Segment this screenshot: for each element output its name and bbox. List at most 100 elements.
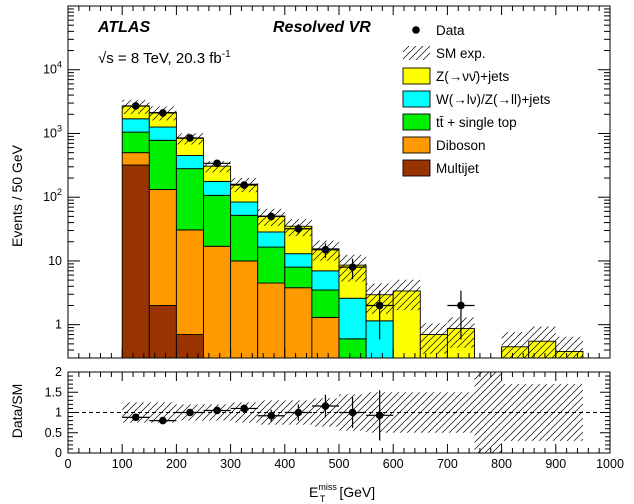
- legend-marker-data: [412, 26, 420, 34]
- bar-2-3: [203, 194, 232, 247]
- bar-0-0: [121, 164, 150, 359]
- y-tick-label-0: 1: [55, 318, 62, 332]
- x-axis-subscript: T: [320, 494, 326, 504]
- data-point-0: [131, 102, 140, 110]
- bar-3-3: [203, 180, 232, 196]
- y-tick-base-4: 10: [43, 63, 57, 77]
- ratio-y-axis-label: Data/SM: [9, 384, 25, 438]
- bar-0-1: [148, 305, 177, 359]
- experiment-label: ATLAS: [97, 19, 150, 36]
- legend-marker-swatch: [402, 67, 431, 85]
- legend-label-3: W(→lν)/Z(→ll)+jets: [436, 92, 551, 107]
- uncertainty-10: [393, 279, 421, 311]
- legend-item-3: W(→lν)/Z(→ll)+jets: [402, 90, 551, 108]
- legend-marker-swatch: [402, 136, 431, 154]
- ratio-point-9: [375, 411, 384, 420]
- legend-label-0: Data: [436, 23, 465, 38]
- ratio-point-7: [321, 402, 330, 410]
- uncertainty-11: [420, 323, 448, 354]
- legend-label-6: Multijet: [436, 161, 479, 176]
- x-tick-label-8: 800: [491, 457, 512, 471]
- x-tick-label-6: 600: [383, 457, 404, 471]
- ratio-point-1: [159, 416, 167, 425]
- data-series: [122, 102, 475, 340]
- legend-label-4: tt̄ + single top: [436, 115, 517, 130]
- ratio-point-3: [213, 406, 221, 415]
- y-tick-base-0: 1: [55, 318, 62, 332]
- ratio-point-5: [267, 411, 276, 420]
- data-point-3: [213, 159, 221, 168]
- x-tick-label-0: 0: [65, 457, 72, 471]
- x-axis-label: Emiss T [GeV]: [309, 482, 375, 504]
- bar-3-8: [338, 297, 367, 340]
- y-tick-exp-2: 2: [57, 187, 62, 197]
- y-tick-base-1: 10: [48, 254, 62, 268]
- bar-2-6: [284, 266, 313, 289]
- x-tick-label-2: 200: [166, 457, 187, 471]
- bar-1-4: [230, 260, 259, 359]
- legend-marker-swatch: [402, 90, 431, 108]
- legend-item-6: Multijet: [402, 159, 479, 177]
- y-tick-exp-4: 4: [57, 60, 62, 70]
- ratio-plot-panel: 0 100 200 300 400 500 600 700 800 900 1000 0 0.5 1 1.5…: [45, 365, 624, 471]
- y-tick-label-4: 104: [43, 60, 62, 77]
- x-tick-label-10: 1000: [596, 457, 624, 471]
- x-tick-label-5: 500: [329, 457, 350, 471]
- data-point-4: [240, 181, 248, 189]
- bar-3-7: [311, 270, 340, 291]
- x-tick-label-3: 300: [220, 457, 241, 471]
- legend-marker-swatch: [402, 159, 431, 177]
- ratio-y-tick-label-2: 1: [55, 406, 62, 420]
- legend-item-2: Z(→νν̄)+jets: [402, 67, 509, 85]
- data-point-6: [294, 224, 303, 233]
- bar-1-2: [175, 229, 204, 335]
- bar-1-3: [203, 245, 232, 359]
- energy-lumi-label: √s = 8 TeV, 20.3 fb-1: [98, 49, 231, 67]
- y-tick-label-2: 102: [43, 187, 62, 204]
- uncertainty-16: [555, 336, 583, 358]
- bar-0-2: [175, 334, 204, 359]
- ratio-point-4: [240, 404, 248, 413]
- data-point-10: [457, 301, 465, 310]
- bar-2-4: [230, 214, 259, 262]
- ratio-point-6: [294, 408, 303, 417]
- y-axis-label: Events / 50 GeV: [9, 144, 25, 247]
- bar-3-0: [121, 118, 150, 133]
- bar-3-5: [257, 231, 286, 248]
- bar-2-2: [175, 168, 204, 231]
- x-tick-label-7: 700: [437, 457, 458, 471]
- data-point-7: [321, 245, 330, 254]
- x-axis-superscript: miss: [318, 482, 337, 492]
- ratio-y-tick-label-3: 1.5: [45, 385, 62, 399]
- bar-2-5: [257, 246, 286, 284]
- ratio-point-8: [348, 408, 357, 417]
- legend-label-1: SM exp.: [436, 46, 486, 61]
- bar-2-0: [121, 131, 150, 154]
- bar-3-2: [175, 155, 204, 170]
- legend-marker-swatch: [402, 113, 431, 131]
- data-point-8: [348, 263, 357, 271]
- bar-1-0: [121, 152, 150, 166]
- ratio-y-tick-label-4: 2: [55, 365, 62, 379]
- ratio-y-axis-ticks: 0 0.5 1 1.5 2: [45, 365, 62, 460]
- x-tick-label-9: 900: [545, 457, 566, 471]
- legend-item-5: Diboson: [402, 136, 486, 154]
- ratio-y-tick-label-0: 0: [55, 446, 62, 460]
- x-axis-ticks: 0 100 200 300 400 500 600 700 800 900 1000: [65, 457, 624, 471]
- uncertainty-15: [528, 326, 556, 358]
- y-tick-label-1: 10: [48, 254, 62, 268]
- bar-3-4: [230, 201, 259, 216]
- lumi-exponent: -1: [222, 49, 231, 60]
- energy-lumi-text: √s = 8 TeV, 20.3 fb: [98, 50, 222, 67]
- data-point-5: [267, 212, 276, 221]
- x-tick-label-1: 100: [112, 457, 133, 471]
- bar-1-7: [311, 316, 340, 359]
- bar-1-5: [257, 282, 286, 359]
- uncertainty-14: [501, 332, 529, 358]
- legend-label-5: Diboson: [436, 138, 486, 153]
- legend-marker-hatch: [403, 46, 430, 60]
- data-point-9: [375, 301, 384, 310]
- bar-2-1: [148, 139, 177, 190]
